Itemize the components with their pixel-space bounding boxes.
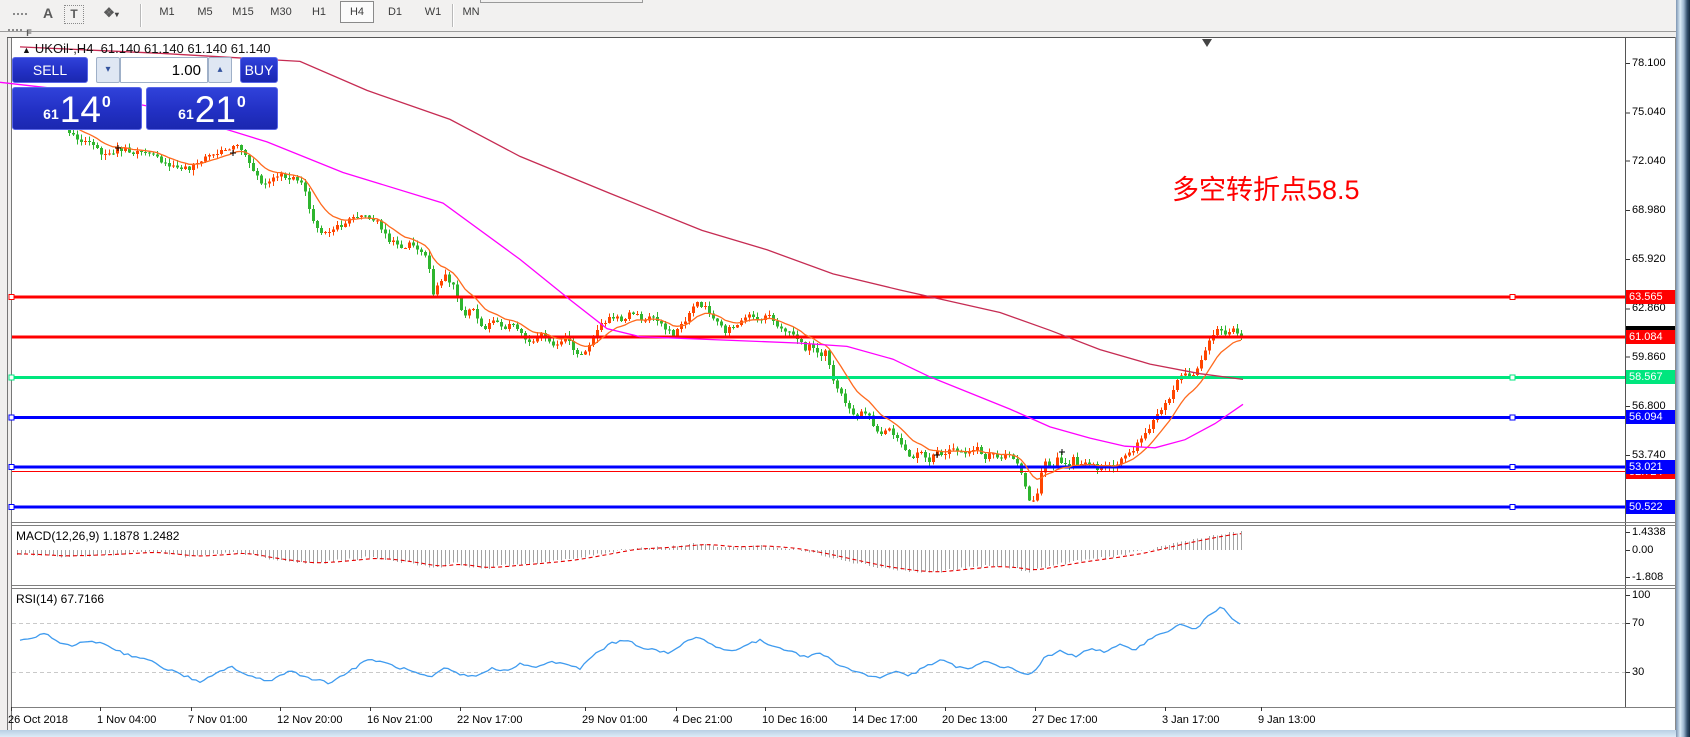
arrow-objects-icon[interactable]: ❖▾ [103,5,119,20]
axis-label: 53.740 [1632,449,1666,462]
axis-label: 65.920 [1632,253,1666,266]
sell-price-big: 14 [59,89,101,130]
axis-label: 0.00 [1632,544,1654,556]
time-axis-label: 1 Nov 04:00 [97,714,157,726]
text-label-icon[interactable]: A [42,5,54,21]
axis-label: -1.808 [1632,571,1664,583]
buy-price-pip: 0 [236,94,246,111]
sell-price-button[interactable]: 61 14 0 [12,87,142,130]
rsi-label: RSI(14) 67.7166 [16,592,105,606]
axis-label: 70 [1632,617,1645,629]
axis-label: 68.980 [1632,203,1666,216]
time-axis-label: 3 Jan 17:00 [1162,714,1220,726]
timeframe-button-h4[interactable]: H4 [340,1,374,23]
window-bottom-border [0,730,1676,737]
timeframe-bar: M1 M5 M15 M30 H1 H4 D1 W1 MN [148,1,490,23]
time-axis-label: 12 Nov 20:00 [277,714,343,726]
axis-label: 72.040 [1632,154,1666,167]
time-axis-label: 4 Dec 21:00 [673,714,733,726]
volume-input[interactable] [120,57,208,83]
axis-label: 78.100 [1632,57,1666,69]
time-axis-label: 20 Dec 13:00 [942,714,1008,726]
timeframe-button-m1[interactable]: M1 [159,6,175,18]
time-axis-label: 10 Dec 16:00 [762,714,828,726]
time-axis-label: 16 Nov 21:00 [367,714,433,726]
toolbar-separator [452,4,454,27]
symbol-marker-icon: ▲ [22,45,31,55]
axis-label: 56.800 [1632,399,1666,412]
timeframe-button-m15[interactable]: M15 [232,6,254,18]
buy-price-button[interactable]: 61 21 0 [146,87,278,130]
time-axis-label: 9 Jan 13:00 [1258,714,1316,726]
sell-price-major: 61 [43,106,59,122]
text-tool-icon[interactable]: T [64,5,84,24]
time-axis-label: 27 Dec 17:00 [1032,714,1098,726]
timeframe-button-mn[interactable]: MN [462,6,480,18]
sell-button[interactable]: SELL [12,57,88,83]
volume-decrease-button[interactable]: ▾ [96,57,120,83]
window-chrome-artifact [480,2,643,3]
time-axis-label: 26 Oct 2018 [8,714,68,726]
buy-price-major: 61 [178,106,194,122]
axis-label: 30 [1632,666,1645,678]
axis-label: 59.860 [1632,350,1666,363]
buy-price-big: 21 [194,89,236,130]
timeframe-button-d1[interactable]: D1 [387,6,403,18]
time-axis-label: 22 Nov 17:00 [457,714,523,726]
axis-label: 62.860 [1632,302,1666,315]
toolbar: F A T ❖▾ M1 M5 M15 M30 H1 H4 D1 W1 MN [0,0,1690,38]
timeframe-button-h1[interactable]: H1 [311,6,327,18]
level-price-tag: 58.567 [1626,370,1675,385]
indicators-icon[interactable]: F [8,5,32,38]
time-axis-label: 7 Nov 01:00 [188,714,248,726]
time-axis-label: 29 Nov 01:00 [582,714,648,726]
buy-button[interactable]: BUY [240,57,278,83]
level-price-tag: 50.522 [1626,500,1675,514]
level-price-tag: 63.565 [1626,290,1675,304]
chart-annotation: 多空转折点58.5 [1172,175,1360,205]
axis-label: 75.040 [1632,106,1666,119]
chart-window [12,37,1675,730]
timeframe-button-m30[interactable]: M30 [270,6,292,18]
chevron-down-icon: ▾ [114,10,119,19]
axis-label: 1.4338 [1632,526,1666,538]
window-chrome-artifact [480,0,481,3]
macd-label: MACD(12,26,9) 1.1878 1.2482 [16,529,180,543]
level-price-tag: 61.084 [1626,329,1675,344]
window-chrome-artifact [642,0,643,3]
volume-increase-button[interactable]: ▴ [208,57,232,83]
axis-label: 100 [1632,589,1651,601]
level-price-tag: 53.021 [1626,459,1675,474]
time-axis-label: 14 Dec 17:00 [852,714,918,726]
level-price-tag: 56.094 [1626,410,1675,425]
timeframe-button-m5[interactable]: M5 [197,6,213,18]
window-right-border [1676,0,1690,737]
toolbar-separator [140,4,142,27]
chart-title: ▲ UKOil-,H4 61.140 61.140 61.140 61.140 [22,41,271,56]
timeframe-button-w1[interactable]: W1 [424,6,442,18]
sell-price-pip: 0 [101,94,111,111]
